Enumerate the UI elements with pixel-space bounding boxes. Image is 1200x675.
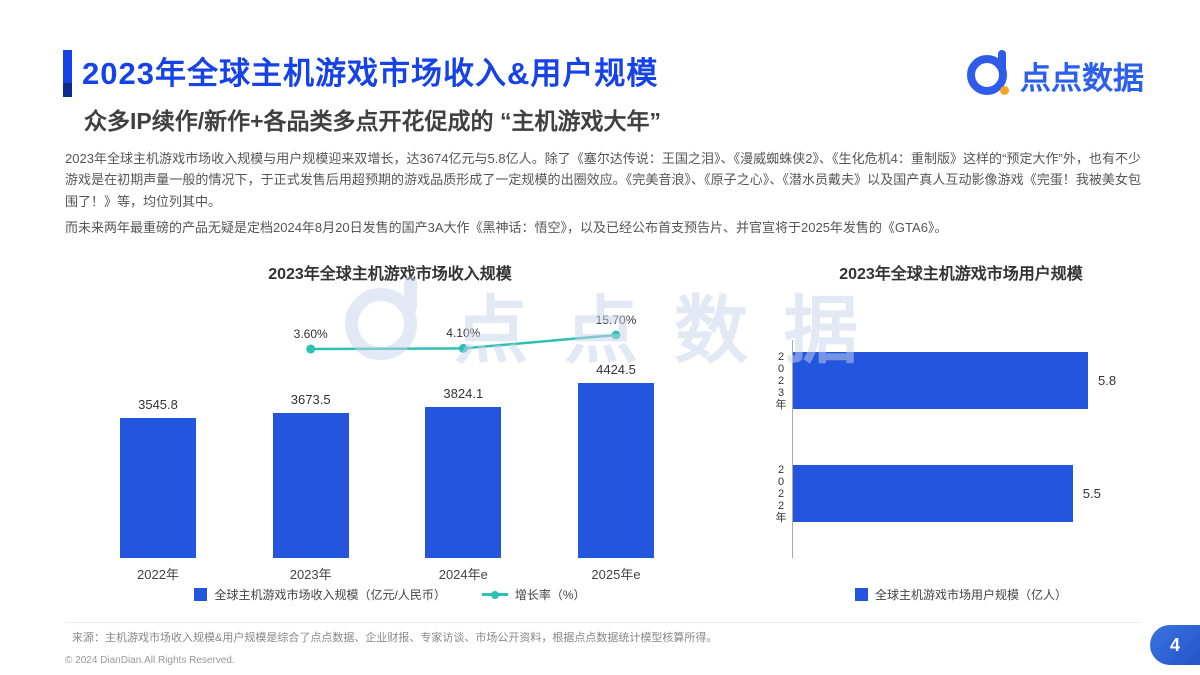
bar-value-label: 3545.8: [138, 396, 178, 412]
body-paragraph-1: 2023年全球主机游戏市场收入规模与用户规模迎来双增长，达3674亿元与5.8亿…: [65, 151, 1141, 209]
bar-value-label: 5.5: [1082, 485, 1101, 501]
legend-item: 全球主机游戏市场收入规模（亿元/人民币）: [194, 586, 446, 603]
copyright: © 2024 DianDian.All Rights Reserved.: [65, 655, 235, 666]
footer-divider: [65, 622, 1140, 623]
category-label-char: 年: [775, 398, 787, 411]
legend-bar-swatch: [194, 588, 208, 601]
legend-line-dot: [490, 590, 499, 599]
diandian-logo-icon: [964, 50, 1010, 98]
bar-value-label: 3824.1: [443, 385, 484, 401]
bar-value-label: 3673.5: [290, 391, 331, 407]
accent-bar-top: [63, 50, 72, 83]
logo-ring-shape: [967, 55, 1007, 95]
revenue-bar: [272, 412, 349, 558]
logo-stem-shape: [998, 50, 1006, 72]
category-label-char: 2: [777, 499, 785, 512]
growth-line-point: [458, 343, 468, 353]
category-label-char: 3: [777, 386, 785, 399]
legend-label: 全球主机游戏市场用户规模（亿人）: [874, 588, 1067, 602]
brand-logo: 点点数据: [964, 50, 1144, 98]
growth-point-label: 15.70%: [595, 313, 637, 327]
bar-value-label: 5.8: [1098, 372, 1117, 388]
accent-bar-bottom: [63, 83, 72, 97]
x-axis-label: 2022年: [137, 567, 179, 582]
users-chart-title: 2023年全球主机游戏市场用户规模: [839, 266, 1083, 283]
growth-line-point: [306, 344, 316, 354]
users-chart-plot: 5.8 2 0 2 3 年 5.5 2 0 2 2 年: [772, 252, 1150, 612]
users-chart-legend: 全球主机游戏市场用户规模（亿人）: [772, 586, 1150, 603]
logo-orange-dot: [1000, 86, 1009, 95]
legend-item: 增长率（%）: [481, 586, 586, 603]
revenue-chart-title: 2023年全球主机游戏市场收入规模: [268, 266, 512, 283]
category-label-char: 0: [777, 362, 785, 375]
page-subtitle: 众多IP续作/新作+各品类多点开花促成的 “主机游戏大年”: [84, 108, 661, 134]
legend-label: 全球主机游戏市场收入规模（亿元/人民币）: [214, 588, 446, 602]
legend-label: 增长率（%）: [514, 588, 586, 602]
legend-item: 全球主机游戏市场用户规模（亿人）: [854, 586, 1067, 603]
title-accent-bar: [63, 50, 72, 97]
category-label-char: 2: [777, 487, 785, 500]
revenue-bar: [578, 383, 654, 558]
legend-line-swatch: [481, 590, 508, 599]
growth-point-label: 4.10%: [446, 326, 481, 341]
users-chart: 2023年全球主机游戏市场用户规模 5.8 2 0 2 3 年 5.5 2 0 2 2 年 全球主机游…: [772, 252, 1150, 612]
page-number: 4: [1169, 634, 1180, 655]
revenue-chart-plot: 3545.8 2022年 3673.5 2023年 3824.1 2024年e 4424.5…: [70, 252, 710, 612]
y-axis-line: [792, 340, 793, 558]
category-label-char: 0: [777, 475, 785, 488]
users-bar: [793, 352, 1088, 409]
page-number-badge: 4: [1150, 625, 1200, 665]
legend-bar-swatch: [854, 588, 868, 601]
x-axis-label: 2024年e: [438, 567, 488, 582]
x-axis-label: 2025年e: [591, 567, 641, 582]
users-bar: [793, 465, 1073, 522]
brand-name: 点点数据: [1020, 60, 1144, 96]
growth-point-label: 3.60%: [293, 327, 328, 341]
revenue-bar: [425, 406, 502, 558]
category-label-char: 年: [775, 511, 787, 524]
revenue-chart-legend: 全球主机游戏市场收入规模（亿元/人民币） 增长率（%）: [70, 586, 710, 603]
category-label-char: 2: [777, 374, 785, 387]
x-axis-label: 2023年: [289, 567, 332, 582]
source-note: 来源：主机游戏市场收入规模&用户规模是综合了点点数据、企业财报、专家访谈、市场公…: [72, 632, 718, 644]
category-label-char: 2: [777, 350, 785, 363]
category-label-char: 2: [777, 463, 785, 476]
bar-value-label: 4424.5: [596, 362, 636, 377]
growth-line-point: [611, 330, 621, 340]
revenue-chart: 2023年全球主机游戏市场收入规模 3545.8 2022年 3673.5 2023年…: [70, 252, 710, 612]
revenue-bar: [120, 417, 196, 558]
body-paragraph-2: 而未来两年最重磅的产品无疑是定档2024年8月20日发售的国产3A大作《黑神话：…: [65, 220, 948, 235]
page-title: 2023年全球主机游戏市场收入&用户规模: [82, 56, 659, 91]
